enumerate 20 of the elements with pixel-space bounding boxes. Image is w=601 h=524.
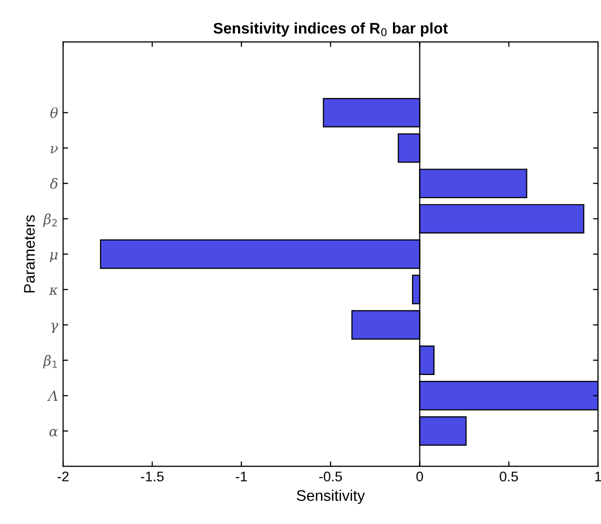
x-tick-label: -1.5 bbox=[140, 472, 164, 482]
x-tick-label: -2 bbox=[58, 472, 69, 482]
x-tick-label: 0 bbox=[416, 472, 424, 482]
y-tick-label: γ bbox=[51, 322, 58, 334]
chart-title: Sensitivity indices of R$_{0}$ bar plot bbox=[214, 22, 448, 37]
x-tick-label: -0.5 bbox=[319, 472, 342, 482]
y-tick-label: Λ bbox=[47, 390, 58, 401]
y-tick-label: β$_{2}$ bbox=[42, 213, 57, 227]
x-tick-label: 1 bbox=[595, 472, 601, 482]
y-tick-label: ν bbox=[50, 146, 58, 154]
x-tick-label: -1 bbox=[236, 472, 247, 482]
y-axis-title: Parameters bbox=[24, 215, 35, 292]
x-axis-title: Sensitivity bbox=[296, 490, 365, 504]
y-tick-label: δ bbox=[50, 178, 58, 189]
y-tick-label: κ bbox=[49, 288, 58, 295]
x-tick-label: 0.5 bbox=[500, 472, 518, 482]
y-tick-label: θ bbox=[50, 107, 58, 118]
y-tick-label: β$_{1}$ bbox=[42, 354, 57, 368]
y-tick-label: α bbox=[49, 428, 58, 436]
y-tick-label: μ bbox=[50, 252, 58, 262]
